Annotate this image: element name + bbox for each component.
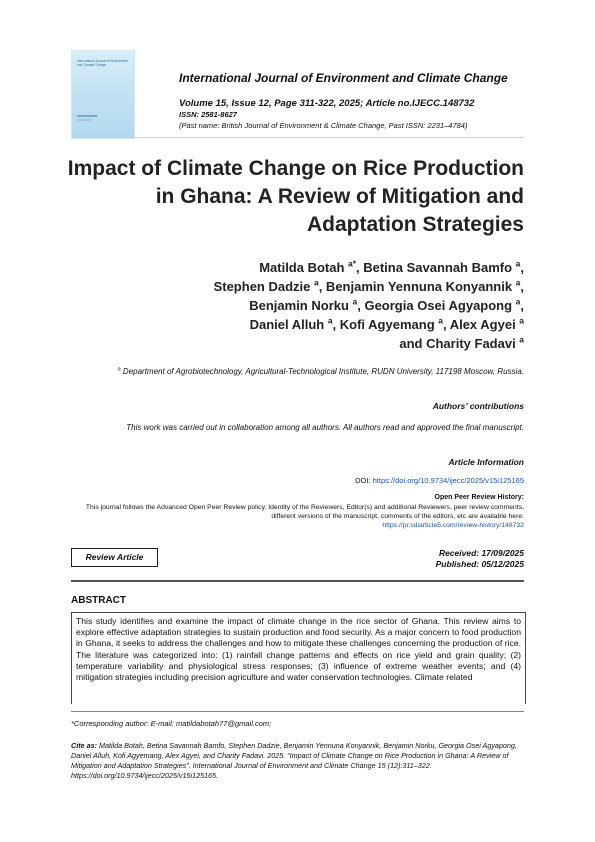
abstract-box: This study identifies and examine the im… [71, 612, 526, 704]
article-title: Impact of Climate Change on Rice Product… [67, 157, 524, 236]
journal-cover-image: International Journal of Environment and… [71, 50, 135, 139]
peer-review-text: This journal follows the Advanced Open P… [64, 503, 524, 530]
past-name: (Past name: British Journal of Environme… [179, 121, 468, 130]
abstract-text: This study identifies and examine the im… [76, 616, 521, 683]
issn: ISSN: 2581-8627 [179, 110, 237, 119]
cite-label: Cite as: [71, 741, 97, 750]
contributions-text: This work was carried out in collaborati… [126, 423, 524, 432]
affiliation: a Department of Agrobiotechnology, Agric… [84, 366, 524, 377]
article-dates: Received: 17/09/2025 Published: 05/12/20… [436, 548, 524, 570]
cover-decoration [77, 115, 97, 117]
cover-title: International Journal of Environment and… [77, 59, 129, 67]
footnote-divider [71, 711, 524, 712]
published-date: Published: 05/12/2025 [435, 559, 524, 569]
doi-link[interactable]: https://doi.org/10.9734/ijecc/2025/v15i1… [372, 476, 524, 485]
peer-review-link[interactable]: https://pr.sdiarticle5.com/review-histor… [382, 522, 524, 529]
corresponding-author: *Corresponding author: E-mail: matildabo… [71, 719, 272, 728]
volume-line: Volume 15, Issue 12, Page 311-322, 2025;… [179, 98, 475, 109]
affiliation-marker: a [117, 366, 121, 373]
cite-text: Matilda Botah, Betina Savannah Bamfo, St… [71, 741, 517, 780]
peer-review-heading: Open Peer Review History: [434, 494, 524, 501]
article-information-heading: Article Information [448, 457, 524, 467]
doi: DOI: https://doi.org/10.9734/ijecc/2025/… [355, 476, 524, 485]
section-divider [71, 580, 524, 582]
header-divider [71, 137, 524, 138]
abstract-heading: ABSTRACT [71, 595, 126, 606]
affiliation-text: Department of Agrobiotechnology, Agricul… [122, 367, 524, 376]
contributions-heading: Authors’ contributions [432, 401, 524, 411]
doi-label: DOI: [355, 476, 371, 485]
cover-decoration [77, 119, 91, 121]
citation: Cite as: Matilda Botah, Betina Savannah … [71, 741, 524, 781]
received-date: Received: 17/09/2025 [438, 548, 524, 558]
peer-review-body: This journal follows the Advanced Open P… [85, 504, 524, 520]
author-list: Matilda Botah a*, Betina Savannah Bamfo … [213, 258, 524, 351]
journal-name: International Journal of Environment and… [179, 71, 508, 85]
article-type-badge: Review Article [71, 548, 158, 567]
